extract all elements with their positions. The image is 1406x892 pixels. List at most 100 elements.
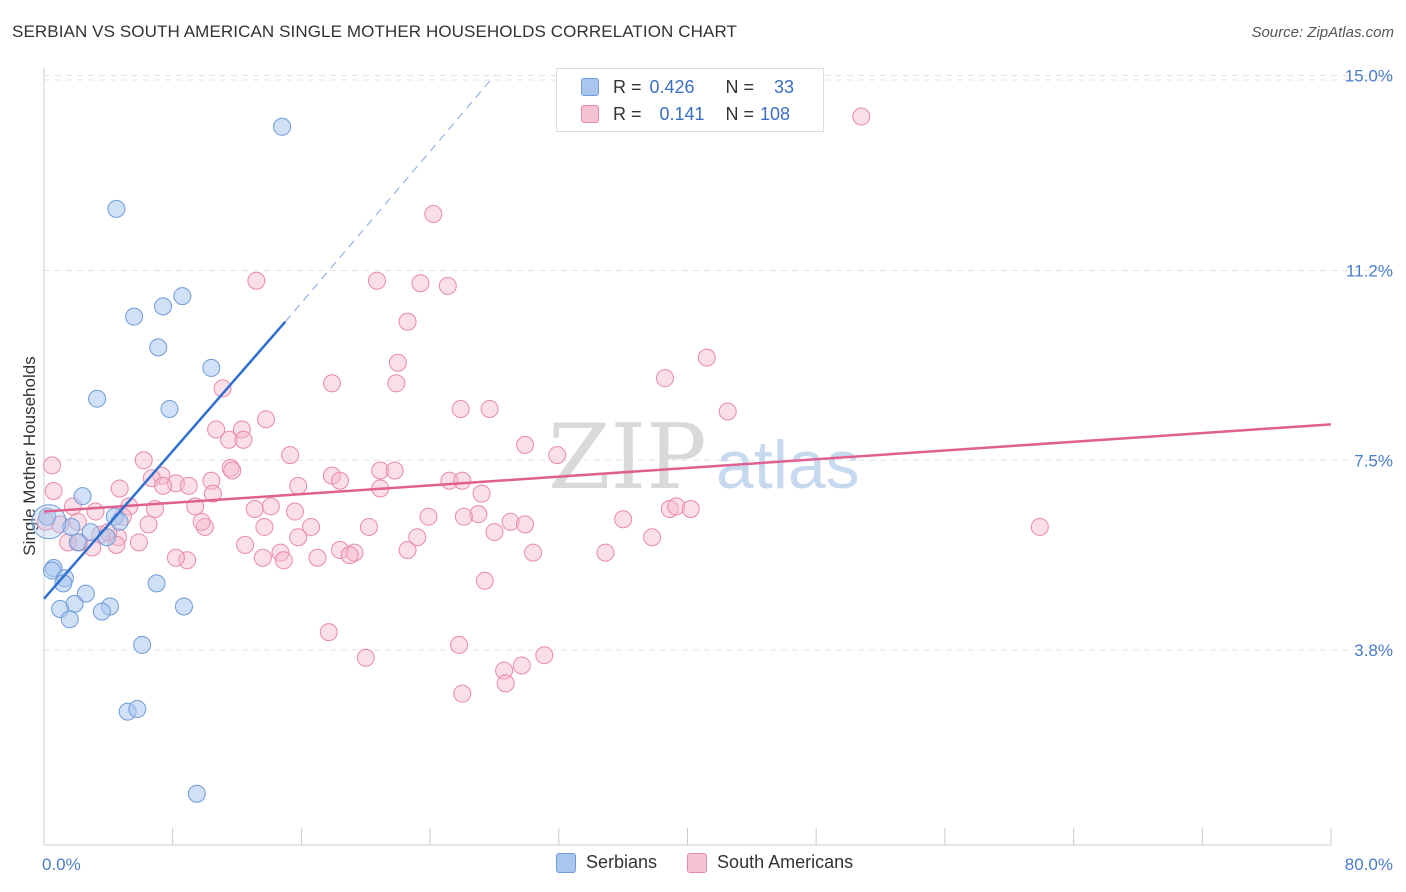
legend-row-south-americans: R = 0.141 N = 108 bbox=[581, 102, 790, 126]
stats-legend: R = 0.426 N = 33 R = 0.141 N = 108 bbox=[556, 68, 824, 132]
data-point bbox=[253, 548, 272, 567]
n-value: 108 bbox=[760, 103, 791, 124]
data-point bbox=[345, 543, 364, 562]
series-legend: Serbians South Americans bbox=[556, 852, 883, 873]
data-point bbox=[419, 507, 438, 526]
data-point bbox=[469, 505, 488, 524]
data-point bbox=[213, 379, 232, 398]
data-point bbox=[512, 656, 531, 675]
data-point bbox=[718, 402, 737, 421]
y-tick-label: 15.0% bbox=[1345, 67, 1393, 86]
data-point bbox=[643, 528, 662, 547]
data-point bbox=[667, 497, 686, 516]
data-point bbox=[255, 517, 274, 536]
data-point bbox=[107, 199, 126, 218]
data-point bbox=[195, 517, 214, 536]
data-point bbox=[247, 271, 266, 290]
data-point bbox=[281, 446, 300, 465]
r-value: 0.141 bbox=[659, 103, 705, 124]
data-point bbox=[387, 374, 406, 393]
data-point bbox=[322, 374, 341, 393]
data-point bbox=[81, 523, 100, 542]
data-point bbox=[62, 517, 81, 536]
data-point bbox=[289, 528, 308, 547]
data-point bbox=[681, 499, 700, 518]
data-point bbox=[44, 482, 63, 501]
data-point bbox=[385, 461, 404, 480]
data-point bbox=[76, 584, 95, 603]
y-tick-label: 11.2% bbox=[1346, 261, 1393, 280]
data-point bbox=[166, 548, 185, 567]
data-point bbox=[43, 456, 62, 475]
data-point bbox=[438, 276, 457, 295]
south-americans-swatch bbox=[581, 105, 599, 123]
data-point bbox=[285, 502, 304, 521]
legend-item-serbians[interactable]: Serbians bbox=[556, 852, 657, 873]
data-point bbox=[516, 435, 535, 454]
x-tick-label: 80.0% bbox=[1345, 855, 1393, 874]
legend-row-serbians: R = 0.426 N = 33 bbox=[581, 75, 794, 99]
data-point bbox=[154, 476, 173, 495]
data-point bbox=[68, 533, 87, 552]
data-point bbox=[38, 507, 57, 526]
data-point bbox=[223, 461, 242, 480]
serbians-swatch bbox=[581, 78, 599, 96]
data-point bbox=[147, 574, 166, 593]
y-tick-label: 3.8% bbox=[1354, 641, 1393, 660]
data-point bbox=[451, 399, 470, 418]
axes bbox=[43, 68, 1332, 846]
n-value: 33 bbox=[774, 76, 795, 97]
data-point bbox=[319, 623, 338, 642]
data-point bbox=[697, 348, 716, 367]
data-point bbox=[331, 471, 350, 490]
serbians-points bbox=[31, 117, 292, 803]
serbians-trendline-extension bbox=[284, 75, 495, 323]
data-point bbox=[340, 546, 359, 565]
data-point bbox=[257, 410, 276, 429]
data-point bbox=[110, 512, 129, 531]
data-point bbox=[450, 635, 469, 654]
data-point bbox=[548, 446, 567, 465]
legend-label-south-americans: South Americans bbox=[717, 852, 854, 872]
data-point bbox=[139, 515, 158, 534]
data-point bbox=[388, 353, 407, 372]
data-point bbox=[187, 784, 206, 803]
data-point bbox=[424, 205, 443, 224]
data-point bbox=[1030, 517, 1049, 536]
data-point-cluster bbox=[31, 504, 67, 540]
trend-lines bbox=[43, 75, 1332, 600]
data-point bbox=[398, 541, 417, 560]
data-point bbox=[133, 635, 152, 654]
data-point bbox=[202, 358, 221, 377]
data-point bbox=[274, 551, 293, 570]
data-point bbox=[289, 476, 308, 495]
data-point bbox=[516, 515, 535, 534]
data-point bbox=[356, 648, 375, 667]
data-point bbox=[614, 510, 633, 529]
data-point bbox=[97, 528, 116, 547]
serbians-trendline bbox=[43, 320, 287, 600]
y-tick-label: 7.5% bbox=[1354, 451, 1393, 470]
data-point bbox=[475, 571, 494, 590]
grid bbox=[44, 75, 1395, 651]
data-point bbox=[308, 548, 327, 567]
data-point bbox=[398, 312, 417, 331]
data-point bbox=[331, 541, 350, 560]
data-point bbox=[192, 512, 211, 531]
data-point bbox=[207, 420, 226, 439]
r-label: R = bbox=[613, 76, 642, 97]
data-point bbox=[368, 271, 387, 290]
legend-label-serbians: Serbians bbox=[586, 852, 658, 872]
south-americans-swatch bbox=[687, 852, 708, 873]
data-point bbox=[261, 497, 280, 516]
source-credit: Source: ZipAtlas.com bbox=[1251, 24, 1394, 41]
watermark: ZIP atlas bbox=[548, 405, 860, 510]
serbians-swatch bbox=[556, 852, 576, 873]
data-point bbox=[129, 533, 148, 552]
data-point bbox=[154, 297, 173, 316]
data-point bbox=[454, 507, 473, 526]
south-americans-points bbox=[36, 107, 1049, 703]
legend-item-south-americans[interactable]: South Americans bbox=[687, 852, 853, 873]
data-point bbox=[596, 543, 615, 562]
